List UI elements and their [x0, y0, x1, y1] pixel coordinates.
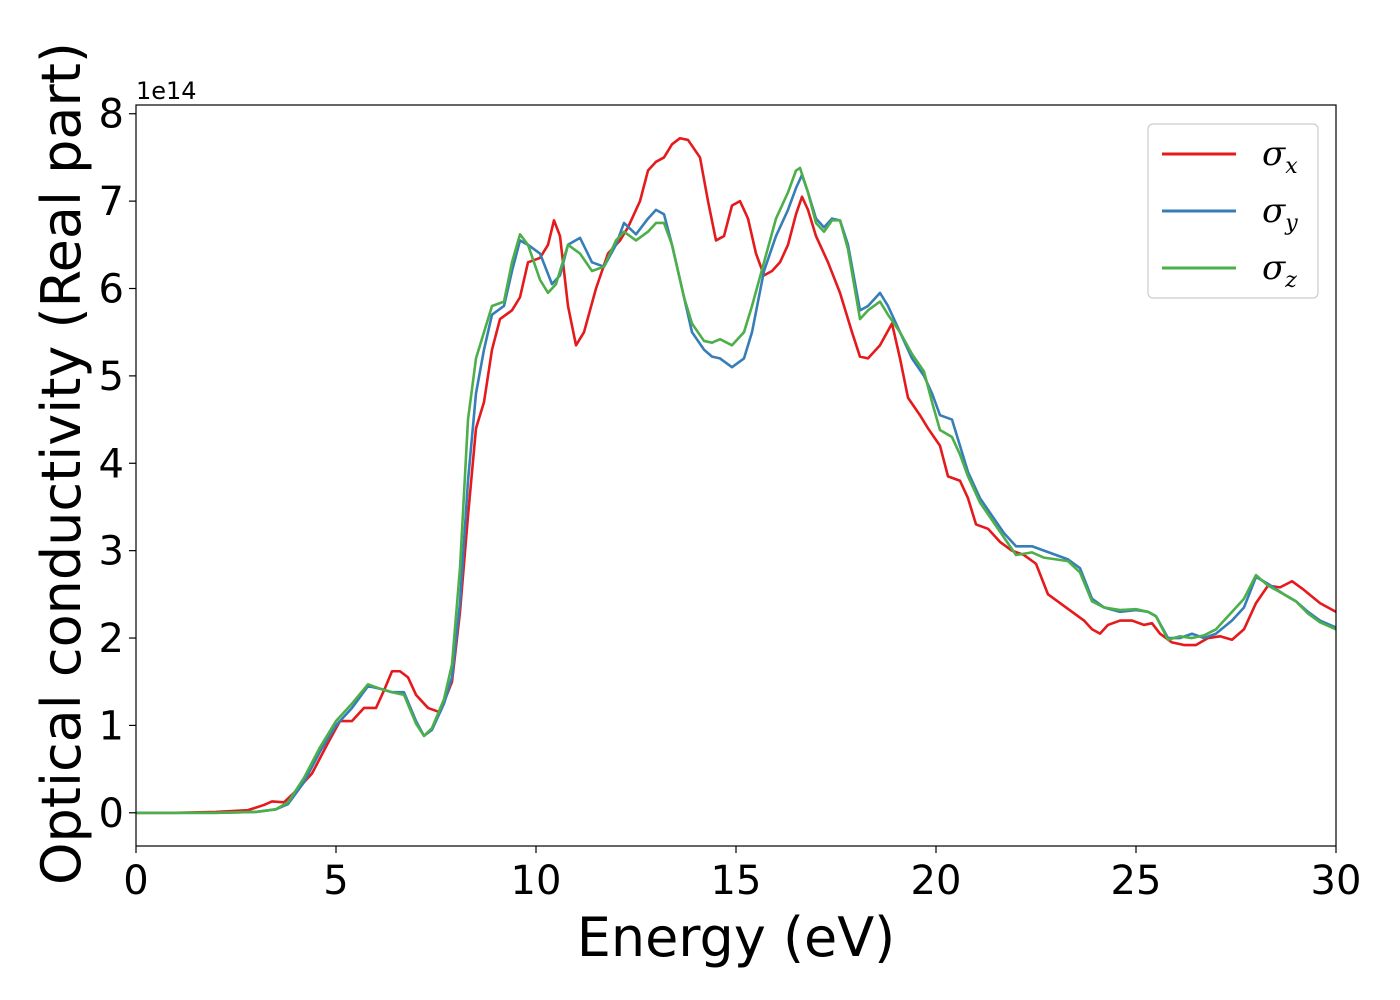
series-line-1	[136, 136, 1336, 815]
x-tick-label: 10	[511, 858, 562, 904]
y-tick-label: 8	[99, 92, 124, 138]
y-tick-label: 5	[99, 354, 124, 400]
y-offset-label: 1e14	[136, 77, 197, 105]
y-tick-label: 3	[99, 529, 124, 575]
x-tick-label: 15	[711, 858, 762, 904]
y-tick-label: 0	[99, 791, 124, 837]
legend-subscript: z	[1284, 268, 1297, 293]
y-tick-label: 1	[99, 703, 124, 749]
y-tick-label: 2	[99, 616, 124, 662]
legend-subscript: y	[1284, 211, 1298, 236]
series-line-3	[136, 166, 1336, 815]
x-axis: 0 5 10 15 20 25 30	[123, 846, 1361, 904]
legend-label-2: σy	[1262, 191, 1298, 236]
series-layer	[136, 136, 1336, 815]
y-tick-label: 6	[99, 267, 124, 313]
x-tick-label: 0	[123, 858, 148, 904]
y-axis-title: Optical conductivity (Real part)	[30, 42, 93, 885]
y-tick-label: 7	[99, 179, 124, 225]
series-line-2	[136, 173, 1336, 815]
legend-symbol: σ	[1262, 248, 1286, 288]
x-tick-label: 5	[323, 858, 348, 904]
legend-label-1: σx	[1262, 134, 1298, 179]
legend-symbol: σ	[1262, 134, 1286, 174]
x-axis-title: Energy (eV)	[577, 906, 896, 969]
legend-subscript: x	[1285, 154, 1298, 179]
x-tick-label: 20	[911, 858, 962, 904]
y-tick-label: 4	[99, 441, 124, 487]
legend-label-3: σz	[1262, 248, 1297, 293]
y-axis: 0 1 2 3 4 5 6 7 8	[99, 92, 136, 837]
x-tick-label: 30	[1311, 858, 1362, 904]
legend-symbol: σ	[1262, 191, 1286, 231]
x-tick-label: 25	[1111, 858, 1162, 904]
